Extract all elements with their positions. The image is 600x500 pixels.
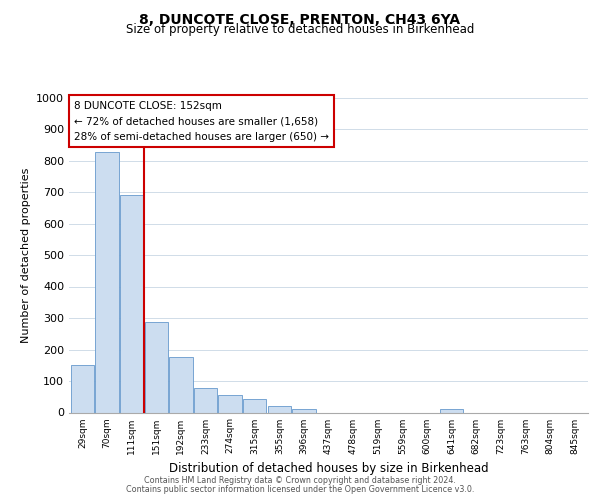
Bar xyxy=(71,365,94,412)
Bar xyxy=(145,322,168,412)
Text: Size of property relative to detached houses in Birkenhead: Size of property relative to detached ho… xyxy=(126,24,474,36)
Text: Contains public sector information licensed under the Open Government Licence v3: Contains public sector information licen… xyxy=(126,485,474,494)
Bar xyxy=(95,152,119,412)
Bar xyxy=(268,406,291,412)
Y-axis label: Number of detached properties: Number of detached properties xyxy=(20,168,31,342)
Text: 8 DUNCOTE CLOSE: 152sqm
← 72% of detached houses are smaller (1,658)
28% of semi: 8 DUNCOTE CLOSE: 152sqm ← 72% of detache… xyxy=(74,100,329,142)
Bar xyxy=(120,195,143,412)
Bar xyxy=(292,410,316,412)
Bar xyxy=(194,388,217,412)
Bar xyxy=(243,400,266,412)
Bar xyxy=(218,396,242,412)
Bar xyxy=(169,358,193,412)
Bar xyxy=(440,410,463,412)
Text: Contains HM Land Registry data © Crown copyright and database right 2024.: Contains HM Land Registry data © Crown c… xyxy=(144,476,456,485)
Text: 8, DUNCOTE CLOSE, PRENTON, CH43 6YA: 8, DUNCOTE CLOSE, PRENTON, CH43 6YA xyxy=(139,12,461,26)
X-axis label: Distribution of detached houses by size in Birkenhead: Distribution of detached houses by size … xyxy=(169,462,488,475)
